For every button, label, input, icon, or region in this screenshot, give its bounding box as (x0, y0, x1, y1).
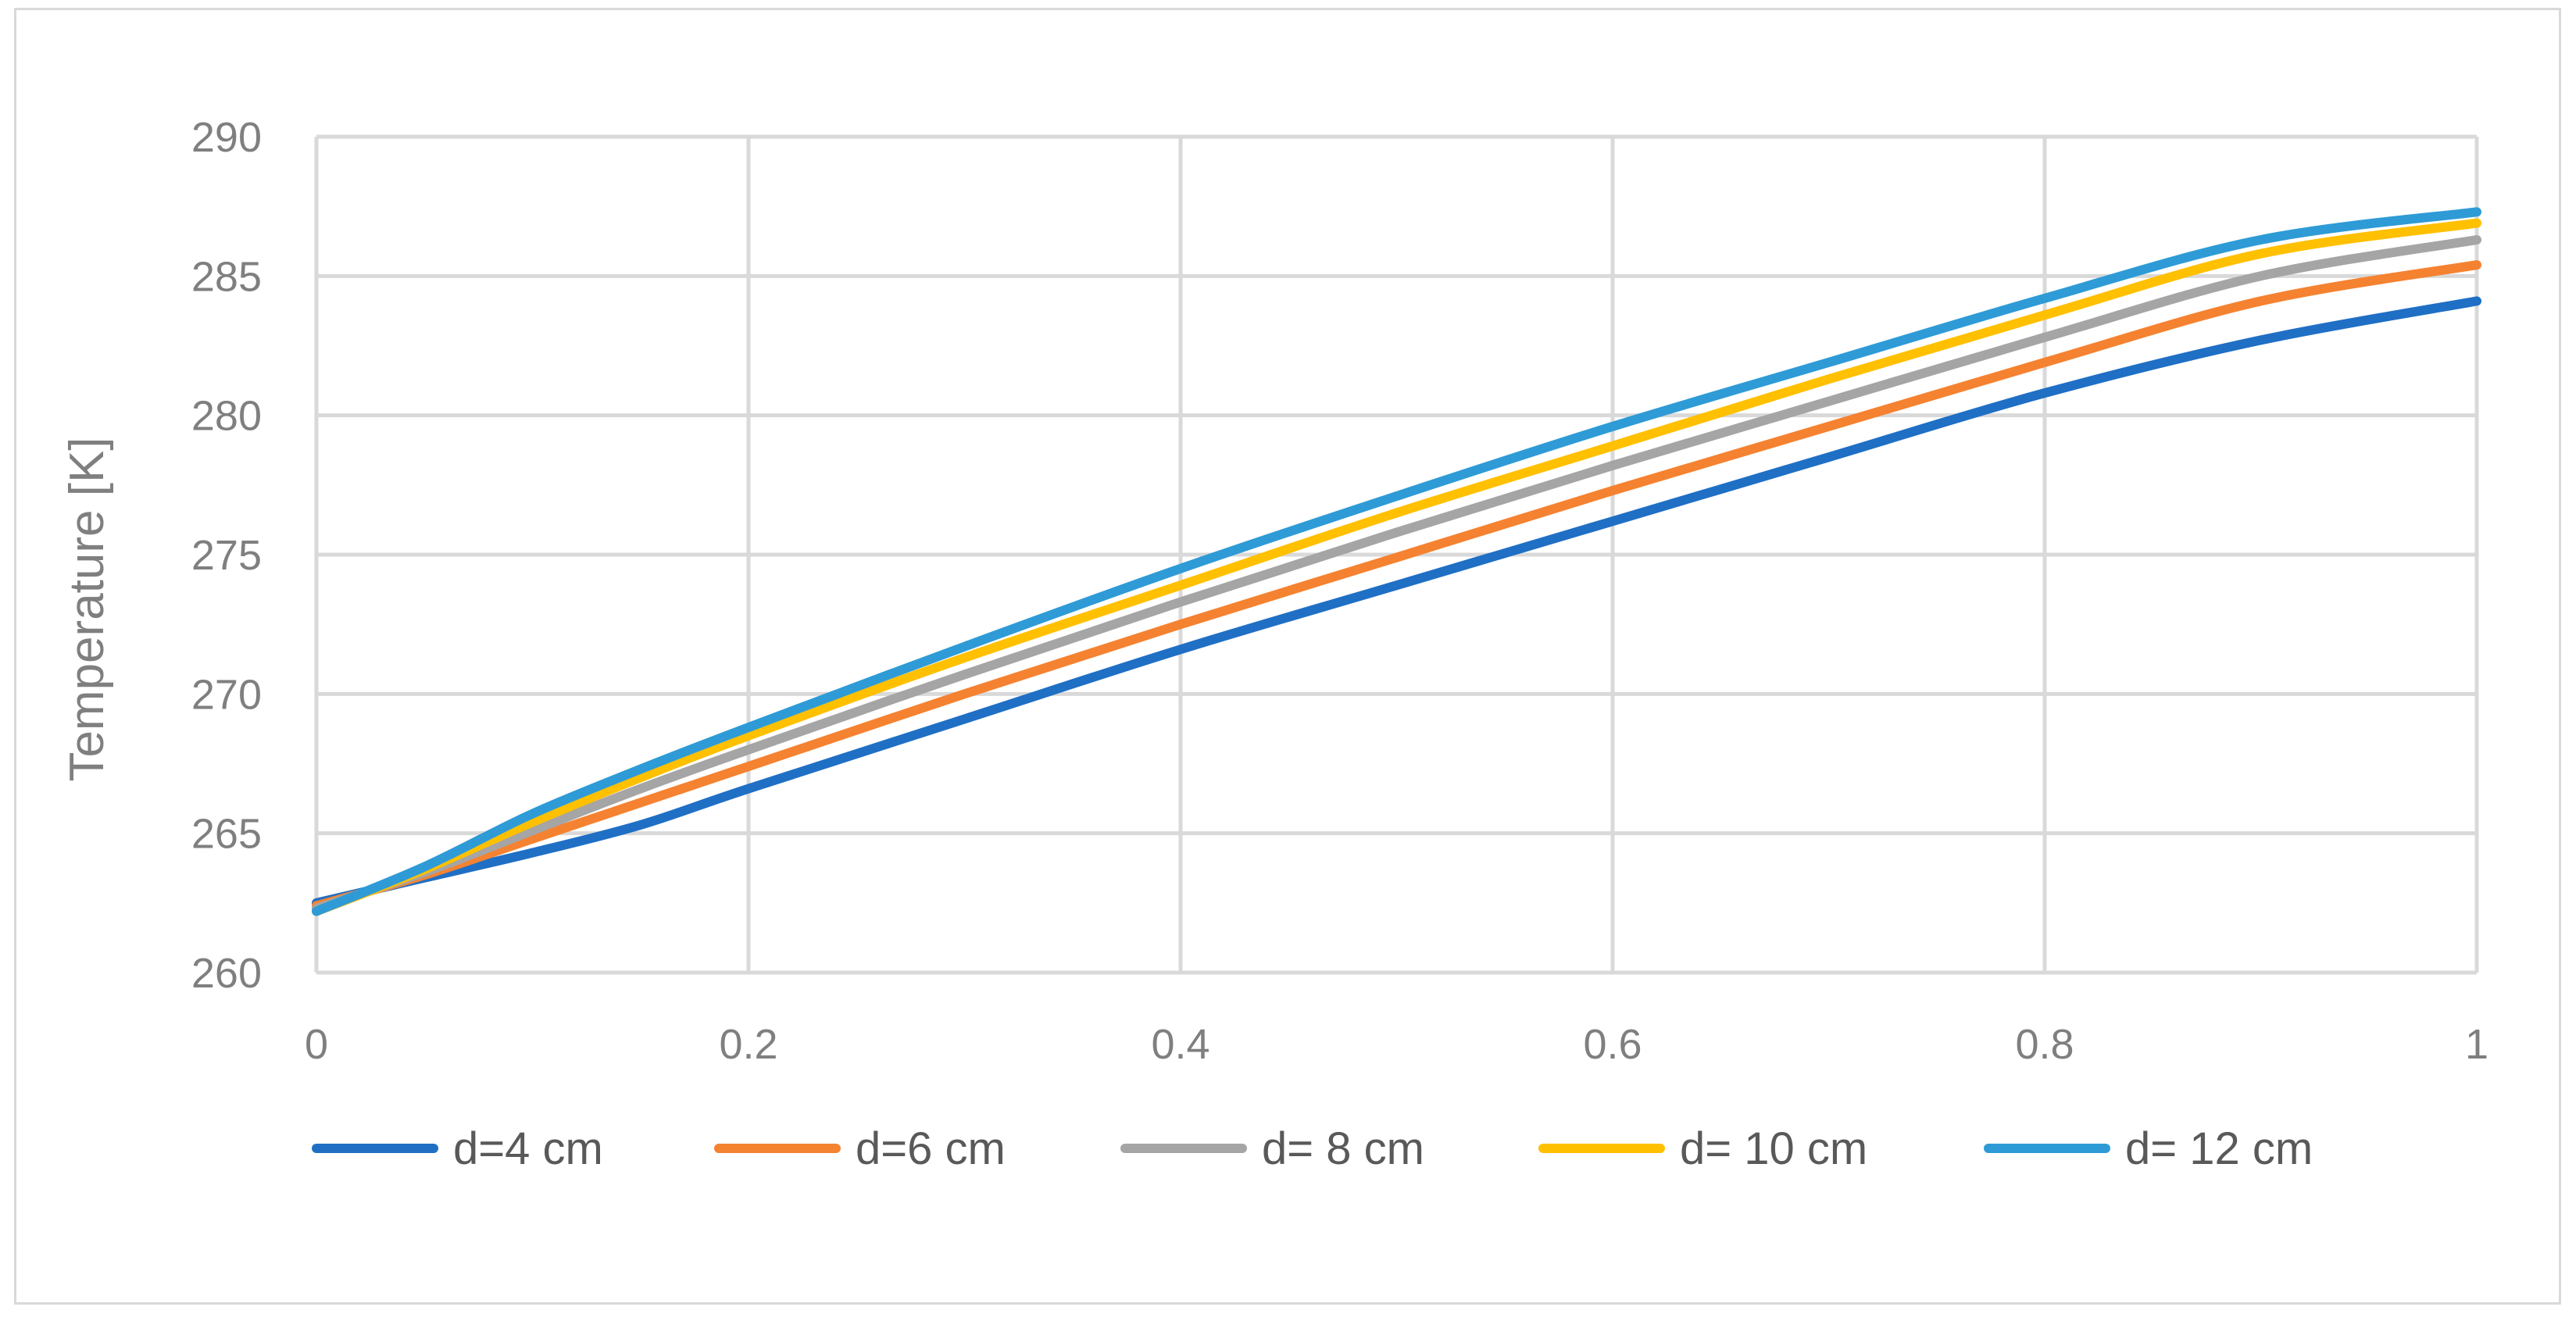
series-line-2 (312, 260, 2481, 911)
x-tick-labels: 0 0.2 0.4 0.6 0.8 1 (305, 1021, 2488, 1068)
legend-label: d=4 cm (453, 1123, 603, 1174)
legend-label: d= 8 cm (1262, 1123, 1424, 1174)
x-tick-label: 1 (2465, 1021, 2488, 1068)
y-axis-title: Temperature [K] (60, 437, 114, 781)
y-tick-label: 280 (191, 393, 262, 440)
x-tick-label: 0 (305, 1021, 328, 1068)
x-tick-label: 0.4 (1151, 1021, 1209, 1068)
series-line-5 (312, 207, 2481, 916)
x-tick-label: 0.2 (719, 1021, 777, 1068)
chart-frame (14, 8, 2561, 1305)
series-line-3 (312, 235, 2481, 913)
x-tick-label: 0.8 (2015, 1021, 2074, 1068)
y-tick-label: 290 (191, 114, 262, 161)
legend-label: d= 10 cm (1680, 1123, 1867, 1174)
y-tick-label: 260 (191, 950, 262, 997)
y-tick-label: 270 (191, 671, 262, 718)
legend: d=4 cm d=6 cm d= 8 cm d= 10 cm d= 12 cm (312, 1123, 2313, 1174)
series-line-1 (312, 296, 2481, 908)
y-tick-label: 285 (191, 253, 262, 300)
series-line-4 (312, 218, 2481, 916)
series-lines (312, 207, 2481, 916)
y-tick-label: 265 (191, 811, 262, 858)
legend-label: d=6 cm (856, 1123, 1006, 1174)
y-tick-labels: 260 265 270 275 280 285 290 (191, 114, 262, 997)
y-tick-label: 275 (191, 532, 262, 579)
legend-label: d= 12 cm (2125, 1123, 2313, 1174)
x-tick-label: 0.6 (1583, 1021, 1642, 1068)
